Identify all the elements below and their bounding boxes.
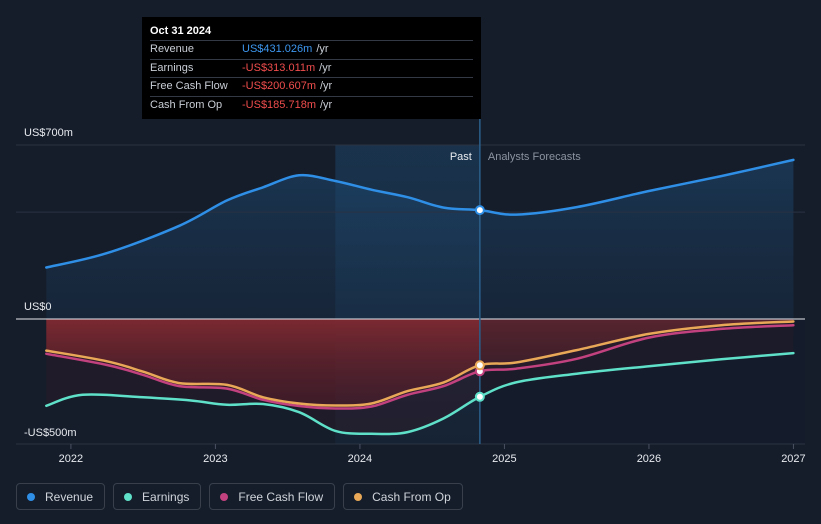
legend-item-free-cash-flow[interactable]: Free Cash Flow [209, 483, 336, 510]
tooltip-label: Revenue [150, 43, 195, 55]
tooltip-label: Free Cash Flow [150, 80, 228, 92]
marker-cash-from-op [474, 360, 485, 371]
tooltip-unit: /yr [316, 43, 329, 55]
legend-label: Revenue [45, 489, 94, 504]
tooltip-row-revenue: Revenue US$431.026m /yr [150, 40, 473, 59]
legend-label: Free Cash Flow [238, 489, 324, 504]
tooltip-unit: /yr [320, 98, 333, 111]
tooltip-label: Earnings [150, 61, 194, 74]
x-tick-label: 2022 [59, 453, 83, 465]
series-line-revenue [45, 158, 795, 269]
legend-label: Earnings [142, 489, 190, 504]
tooltip-unit: /yr [319, 61, 332, 74]
past-label: Past [450, 151, 472, 163]
cash-from-op-area [46, 319, 794, 406]
series-line-cash-from-op [45, 320, 795, 407]
x-tick-label: 2025 [492, 453, 516, 465]
y-axis-label: US$700m [24, 127, 73, 139]
marker-earnings [474, 391, 485, 402]
chart-legend: Revenue Earnings Free Cash Flow Cash Fro… [16, 483, 463, 510]
series-line-free-cash-flow [45, 323, 795, 410]
forecast-label: Analysts Forecasts [488, 151, 581, 163]
tooltip-value: -US$185.718m [242, 98, 316, 111]
series-lines [45, 158, 795, 436]
y-axis-label: -US$500m [24, 427, 77, 439]
tooltip-value: -US$313.011m [242, 61, 316, 74]
legend-item-revenue[interactable]: Revenue [16, 483, 106, 510]
legend-dot-icon [27, 492, 35, 501]
x-tick-label: 2024 [348, 453, 372, 465]
legend-label: Cash From Op [372, 489, 451, 504]
marker-revenue [474, 205, 485, 216]
axis-labels: US$700m US$0 -US$500m 2022 2023 2024 2025 2026 2… [24, 127, 806, 465]
tooltip-label: Cash From Op [150, 98, 223, 111]
revenue-area [46, 159, 794, 319]
tooltip-unit: /yr [320, 80, 333, 92]
legend-dot-icon [124, 492, 133, 501]
gridlines [16, 119, 805, 445]
tooltip-row-cash-from-op: Cash From Op -US$185.718m /yr [150, 95, 473, 115]
hover-markers [474, 205, 485, 402]
earnings-area [46, 319, 794, 435]
tooltip-date: Oct 31 2024 [150, 25, 212, 37]
tooltip-value: US$431.026m [242, 43, 313, 55]
tooltip-row-earnings: Earnings -US$313.011m /yr [150, 58, 473, 78]
tooltip-value: -US$200.607m [242, 80, 316, 92]
forecast-dim [479, 319, 805, 444]
legend-dot-icon [354, 492, 363, 501]
series-line-earnings [45, 351, 795, 436]
x-tick-label: 2027 [781, 453, 805, 465]
x-tick-label: 2026 [637, 453, 661, 465]
legend-item-earnings[interactable]: Earnings [113, 483, 202, 510]
legend-item-cash-from-op[interactable]: Cash From Op [343, 483, 463, 510]
y-axis-label: US$0 [24, 301, 52, 313]
legend-dot-icon [220, 492, 229, 501]
x-tick-label: 2023 [203, 453, 227, 465]
hover-tooltip: Oct 31 2024 Revenue US$431.026m /yr Earn… [142, 17, 481, 119]
tooltip-row-free-cash-flow: Free Cash Flow -US$200.607m /yr [150, 77, 473, 96]
series-areas [46, 159, 805, 444]
